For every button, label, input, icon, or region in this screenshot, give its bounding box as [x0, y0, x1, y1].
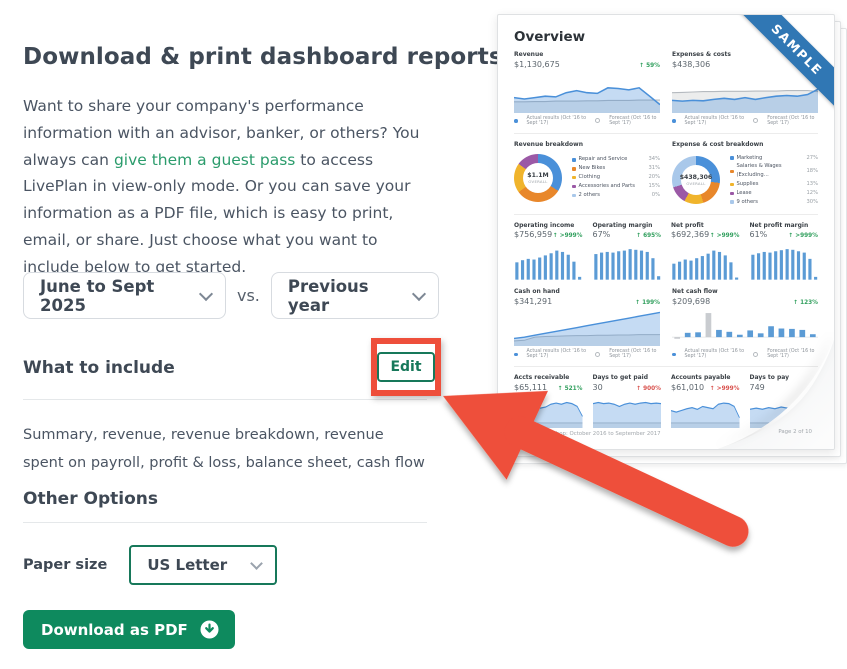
divider [514, 213, 818, 215]
operating-income-bar-chart [515, 251, 582, 281]
divider [23, 399, 427, 400]
accts-receivable-area-chart [514, 401, 583, 429]
donut-center-value: $438,306 [679, 174, 713, 182]
guest-pass-link[interactable]: give them a guest pass [113, 150, 296, 169]
chevron-down-icon [198, 286, 214, 301]
revenue-breakdown-donut: $1.1M OVERALL [514, 153, 562, 202]
revenue-area-chart [514, 86, 660, 113]
kpi-label: Revenue [514, 51, 544, 58]
kpi-delta: ↑ 59% [639, 62, 660, 69]
edit-button[interactable]: Edit [377, 352, 435, 382]
chart-legend: Actual results (Oct '16 to Sept '17) For… [514, 116, 660, 126]
paper-size-value: US Letter [147, 556, 228, 574]
chevron-down-icon [411, 286, 426, 301]
download-pdf-label: Download as PDF [41, 620, 188, 639]
paper-size-row: Paper size US Letter [23, 545, 278, 585]
period-select-value: June to Sept 2025 [40, 276, 155, 315]
legend-forecast: Forecast (Oct '16 to Sept '17) [609, 115, 657, 126]
other-options-heading: Other Options [23, 489, 158, 509]
comparison-controls: June to Sept 2025 vs. Previous year [23, 272, 439, 319]
vs-label: vs. [237, 286, 260, 305]
paper-size-select[interactable]: US Letter [129, 545, 278, 585]
kpi-expenses: Expenses & costs $438,306↓ 35% Actual re… [672, 51, 818, 126]
download-icon [200, 620, 219, 639]
actual-dot-icon [672, 352, 676, 356]
donut-legend: Repair and Service 34% New Bikes 31% Cloth… [572, 155, 660, 199]
actual-dot-icon [514, 352, 518, 356]
kpi-net-cash-flow: Net cash flow $209,698 ↑ 123% Actual resu… [672, 288, 818, 360]
chart-legend: Actual results (Oct '16 to Sept '17) For… [672, 116, 818, 126]
breakdown-row: Revenue breakdown $1.1M OVERALL Repair an… [498, 141, 834, 207]
kpi-label: Expenses & costs [672, 51, 731, 58]
compare-select[interactable]: Previous year [270, 272, 439, 319]
intro-after: to access LivePlan in view-only mode. Or… [23, 150, 411, 276]
kpi-operating-margin: Operating margin 67% ↑ 695% [593, 222, 661, 282]
donut-legend: Marketing 27% Salaries & Wages (Excluding… [730, 154, 818, 207]
kpi-net-profit-margin: Net profit margin 61% ↑ >999% [750, 222, 818, 282]
forecast-dot-icon [753, 351, 759, 357]
edit-highlight-box: Edit [371, 338, 441, 396]
legend-actual: Actual results (Oct '16 to Sept '17) [684, 115, 745, 126]
report-title: Overview [514, 29, 586, 45]
forecast-dot-icon [595, 118, 601, 124]
page-curl [717, 338, 834, 449]
donut-center-sub: OVERALL [686, 181, 706, 187]
expense-breakdown: Expense & cost breakdown $438,306 OVERALL… [672, 141, 818, 207]
actual-dot-icon [672, 119, 676, 123]
operating-margin-bar-chart [593, 249, 660, 281]
kpi-net-profit: Net profit $692,369 ↑ >999% [671, 222, 740, 282]
kpi-accts-receivable: Accts receivable $65,111 ↑ 521% [514, 374, 583, 429]
compare-select-value: Previous year [287, 276, 369, 315]
sample-report-page: SAMPLE Overview Revenue $1,130,675 ↑ 59% … [497, 14, 835, 450]
kpi-row-revenue-expenses: Revenue $1,130,675 ↑ 59% Actual results (… [498, 51, 834, 126]
what-to-include-heading: What to include [23, 358, 175, 378]
net-cash-flow-bar-chart [672, 313, 818, 340]
divider [23, 522, 427, 523]
legend-forecast: Forecast (Oct '16 to Sept '17) [767, 115, 815, 126]
kpi-revenue: Revenue $1,130,675 ↑ 59% Actual results (… [514, 51, 660, 126]
revenue-breakdown: Revenue breakdown $1.1M OVERALL Repair an… [514, 141, 660, 207]
intro-before: Want to share your company's performance… [23, 97, 420, 169]
days-to-get-paid-area-chart [592, 401, 661, 429]
chart-legend: Actual results (Oct '16 to Sept '17) For… [672, 349, 818, 359]
kpi-row-margins: Operating income $756,959 ↑ >999% Operati… [498, 222, 834, 282]
forecast-dot-icon [753, 118, 759, 124]
expense-breakdown-donut: $438,306 OVERALL [672, 156, 720, 205]
divider [514, 366, 818, 368]
kpi-value: $1,130,675 [514, 59, 560, 69]
page-title: Download & print dashboard reports [23, 44, 503, 70]
forecast-dot-icon [595, 351, 601, 357]
kpi-cash-on-hand: Cash on hand $341,291 ↑ 199% Actual resul… [514, 288, 660, 360]
net-profit-bar-chart [672, 251, 739, 281]
kpi-days-to-get-paid: Days to get paid 30 ↑ 900% [592, 374, 661, 429]
actual-dot-icon [514, 119, 518, 123]
intro-text: Want to share your company's performance… [23, 93, 429, 281]
net-profit-margin-bar-chart [750, 249, 817, 281]
legend-actual: Actual results (Oct '16 to Sept '17) [526, 115, 587, 126]
paper-size-label: Paper size [23, 557, 108, 573]
report-footer-left: Garrett's Bike Shop: October 2016 to Sep… [514, 431, 661, 437]
report-footer-page: Page 2 of 10 [778, 429, 812, 435]
kpi-row-cash: Cash on hand $341,291 ↑ 199% Actual resul… [498, 288, 834, 359]
donut-center-sub: OVERALL [528, 178, 548, 184]
include-summary: Summary, revenue, revenue breakdown, rev… [23, 427, 425, 472]
period-select[interactable]: June to Sept 2025 [23, 272, 226, 319]
download-pdf-button[interactable]: Download as PDF [23, 610, 235, 649]
cash-on-hand-area-chart [514, 312, 660, 347]
donut-center-value: $1.1M [527, 171, 549, 179]
divider [514, 132, 818, 134]
breakdown-label: Revenue breakdown [514, 140, 583, 148]
breakdown-label: Expense & cost breakdown [672, 140, 764, 148]
kpi-value: $438,306 [672, 59, 711, 69]
kpi-operating-income: Operating income $756,959 ↑ >999% [514, 222, 583, 282]
chart-legend: Actual results (Oct '16 to Sept '17) For… [514, 349, 660, 359]
expenses-area-chart [672, 88, 818, 113]
chevron-down-icon [250, 556, 264, 570]
